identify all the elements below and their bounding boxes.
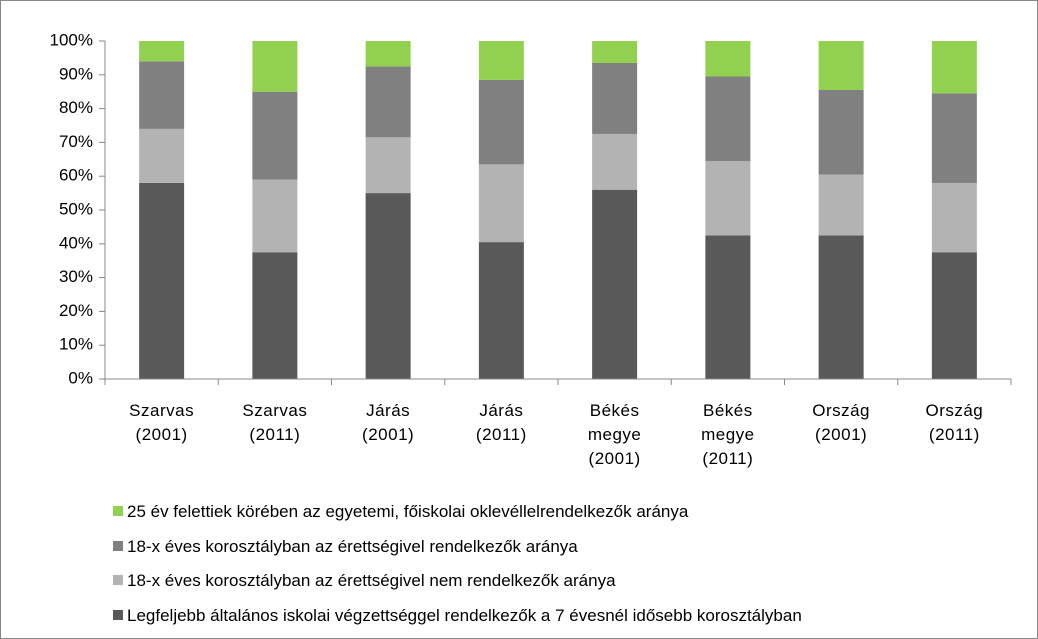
legend-item: 18-x éves korosztályban az érettségivel … (113, 571, 616, 591)
bar-segment (705, 160, 751, 236)
bar-segment (478, 164, 524, 243)
bar-segment (705, 41, 751, 77)
y-tick-label: 80% (59, 98, 93, 117)
bar-segment (139, 61, 185, 129)
bar-segment (592, 62, 638, 134)
bar-segment (818, 41, 864, 91)
bar-segment (139, 41, 185, 62)
bar-segment (252, 91, 298, 180)
bar-segment (252, 179, 298, 253)
bar-segment (931, 93, 977, 183)
x-tick-label: Ország (2011) (925, 401, 984, 444)
bar-segment (592, 189, 638, 379)
bar-segment (705, 76, 751, 161)
bar-segment (818, 174, 864, 236)
bar-segment (478, 79, 524, 165)
x-tick-label: Járás (2011) (475, 401, 527, 444)
bar-segment (931, 41, 977, 94)
x-tick-label: Szarvas (2011) (242, 401, 308, 444)
legend-swatch (113, 609, 123, 620)
bar-segment (365, 66, 411, 138)
bar-segment (252, 252, 298, 379)
y-tick-label: 20% (59, 301, 93, 320)
legend-label: 18-x éves korosztályban az érettségivel … (127, 536, 578, 556)
bar-segment (478, 242, 524, 379)
x-tick-label: Békés megye (2001) (587, 401, 642, 468)
bar-segment (592, 41, 638, 63)
y-tick-label: 0% (68, 368, 93, 387)
x-tick-label: Szarvas (2001) (129, 401, 195, 444)
y-tick-label: 40% (59, 233, 93, 252)
bar-segment (592, 133, 638, 190)
legend-item: Legfeljebb általános iskolai végzettségg… (113, 606, 802, 626)
legend-label: 25 év felettiek körében az egyetemi, fői… (127, 502, 689, 521)
x-tick-label: Békés megye (2011) (701, 401, 755, 468)
y-tick-label: 30% (59, 267, 93, 286)
bar-segment (252, 41, 298, 92)
y-tick-label: 50% (59, 199, 93, 218)
x-tick-label: Ország (2001) (812, 401, 871, 444)
bar-segment (818, 90, 864, 175)
legend-label: 18-x éves korosztályban az érettségivel … (127, 571, 616, 590)
y-tick-label: 60% (59, 166, 93, 185)
legend-item: 25 év felettiek körében az egyetemi, fői… (113, 502, 688, 522)
legend-item: 18-x éves korosztályban az érettségivel … (113, 537, 578, 557)
y-tick-label: 70% (59, 132, 93, 151)
y-tick-label: 100% (50, 30, 93, 49)
legend-label: Legfeljebb általános iskolai végzettségg… (127, 605, 802, 625)
legend-swatch (113, 506, 123, 516)
bar-segment (478, 41, 524, 80)
bar-segment (365, 41, 411, 67)
bar-segment (931, 182, 977, 253)
bar-segment (139, 128, 185, 183)
bar-segment (818, 235, 864, 379)
legend-swatch (113, 540, 123, 551)
bar-segment (365, 137, 411, 194)
bar-segment (365, 193, 411, 379)
bar-segment (139, 182, 185, 379)
legend-swatch (113, 575, 123, 585)
bar-segment (931, 252, 977, 379)
y-tick-label: 90% (59, 64, 93, 83)
y-tick-label: 10% (59, 335, 93, 354)
bar-segment (705, 235, 751, 379)
x-tick-label: Járás (2001) (362, 401, 415, 444)
